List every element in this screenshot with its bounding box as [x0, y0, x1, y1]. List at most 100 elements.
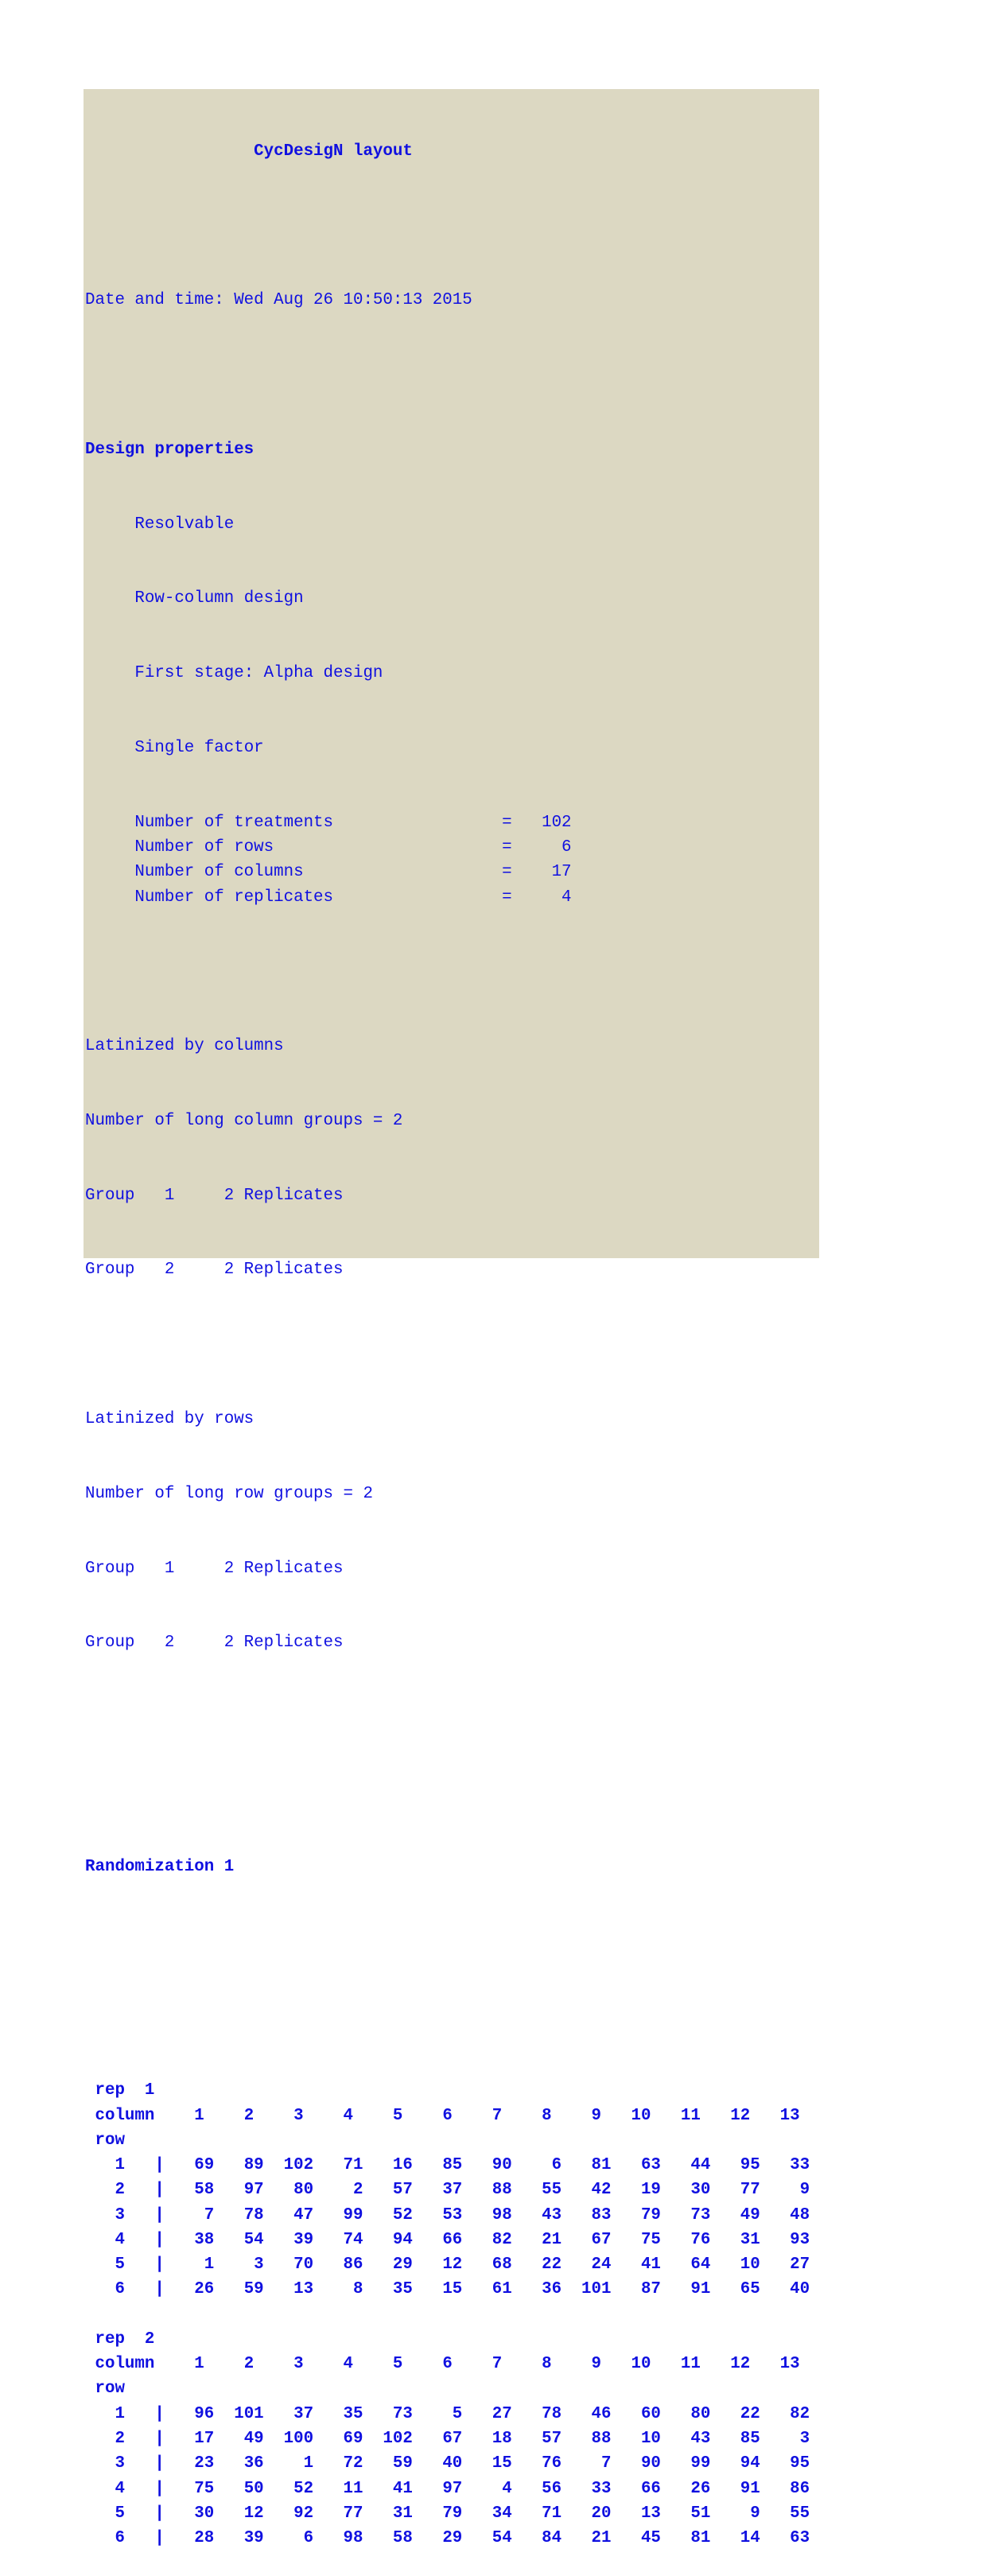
cell-value: 10	[611, 2429, 661, 2448]
equals-sign: =	[502, 813, 512, 832]
cell-value: 77	[710, 2181, 760, 2200]
cell-value: 14	[710, 2529, 760, 2548]
cell-value: 75	[611, 2230, 661, 2249]
row-number: 3	[85, 2454, 125, 2473]
cell-value: 16	[363, 2156, 413, 2175]
cell-value: 45	[611, 2529, 661, 2548]
table-row: 1 | 96 101 37 35 73 5 27 78 46 60 80 22 …	[85, 2402, 810, 2426]
cell-value: 39	[263, 2230, 314, 2249]
cell-value: 41	[611, 2255, 661, 2275]
column-number: 2	[214, 2355, 264, 2374]
count-label: Number of columns	[85, 863, 503, 882]
cell-value: 48	[760, 2205, 810, 2224]
cell-value: 23	[164, 2454, 215, 2473]
cell-value: 3	[760, 2429, 810, 2448]
cell-value: 56	[511, 2479, 562, 2498]
row-number: 2	[85, 2181, 125, 2200]
cell-value: 94	[710, 2454, 760, 2473]
table-row: 6 | 26 59 13 8 35 15 61 36 101 87 91 65 …	[85, 2277, 810, 2302]
cell-value: 102	[263, 2156, 314, 2175]
cell-value: 15	[462, 2454, 512, 2473]
column-number: 11	[660, 2106, 711, 2125]
cell-value: 72	[313, 2454, 363, 2473]
cell-value: 64	[660, 2255, 711, 2275]
cell-value: 12	[412, 2255, 463, 2275]
cell-value: 6	[263, 2529, 314, 2548]
cell-value: 95	[710, 2156, 760, 2175]
cell-value: 35	[363, 2280, 413, 2299]
cell-value: 61	[462, 2280, 512, 2299]
table-row: 1 | 69 89 102 71 16 85 90 6 81 63 44 95 …	[85, 2153, 810, 2178]
column-label: column	[85, 2355, 165, 2374]
cell-value: 98	[313, 2529, 363, 2548]
cell-value: 44	[660, 2156, 711, 2175]
column-number: 5	[363, 2355, 413, 2374]
cell-value: 78	[511, 2404, 562, 2423]
column-number: 5	[363, 2106, 413, 2125]
property-item: Row-column design	[134, 589, 304, 608]
cell-value: 43	[511, 2205, 562, 2224]
cell-value: 2	[313, 2181, 363, 2200]
cell-value: 83	[562, 2205, 612, 2224]
count-label: Number of replicates	[85, 888, 503, 907]
column-number: 4	[313, 2106, 363, 2125]
cell-value: 36	[511, 2280, 562, 2299]
column-number: 4	[313, 2355, 363, 2374]
count-label: Number of treatments	[85, 813, 503, 832]
cell-value: 71	[511, 2504, 562, 2523]
column-number: 13	[760, 2106, 810, 2125]
latinized-columns-heading: Latinized by columns	[85, 1037, 284, 1056]
column-number: 13	[760, 2355, 810, 2374]
cell-value: 76	[511, 2454, 562, 2473]
cell-value: 33	[562, 2479, 612, 2498]
row-separator: |	[124, 2529, 165, 2548]
cell-value: 82	[462, 2230, 512, 2249]
column-number: 6	[412, 2106, 463, 2125]
cell-value: 30	[164, 2504, 215, 2523]
cell-value: 78	[214, 2205, 264, 2224]
cell-value: 67	[562, 2230, 612, 2249]
cell-value: 52	[363, 2205, 413, 2224]
cell-value: 86	[760, 2479, 810, 2498]
column-group: Group 2 2 Replicates	[85, 1261, 344, 1280]
equals-sign: =	[502, 863, 512, 882]
rep-table: rep 2 column 1 2 3 4 5 6 7 8 9 10 11 12 …	[85, 2327, 810, 2551]
cell-value: 84	[511, 2529, 562, 2548]
column-number: 10	[611, 2355, 661, 2374]
cell-value: 101	[562, 2280, 612, 2299]
table-row: 5 | 1 3 70 86 29 12 68 22 24 41 64 10 27	[85, 2252, 810, 2277]
count-label: Number of rows	[85, 837, 503, 857]
cell-value: 88	[462, 2181, 512, 2200]
table-row: 3 | 7 78 47 99 52 53 98 43 83 79 73 49 4…	[85, 2203, 810, 2228]
column-number: 1	[164, 2355, 215, 2374]
cell-value: 9	[710, 2504, 760, 2523]
cell-value: 49	[214, 2429, 264, 2448]
cell-value: 54	[462, 2529, 512, 2548]
cell-value: 73	[660, 2205, 711, 2224]
count-line: Number of columns = 17	[85, 860, 810, 884]
cell-value: 59	[214, 2280, 264, 2299]
row-label: row	[85, 2131, 125, 2150]
page-title: CycDesigN layout	[254, 142, 413, 161]
cell-value: 26	[164, 2280, 215, 2299]
cell-value: 47	[263, 2205, 314, 2224]
cell-value: 10	[710, 2255, 760, 2275]
row-number: 4	[85, 2230, 125, 2249]
cell-value: 58	[164, 2181, 215, 2200]
cell-value: 24	[562, 2255, 612, 2275]
cell-value: 59	[363, 2454, 413, 2473]
row-number: 4	[85, 2479, 125, 2498]
cell-value: 40	[412, 2454, 463, 2473]
equals-sign: =	[502, 837, 512, 857]
cell-value: 63	[611, 2156, 661, 2175]
row-separator: |	[124, 2230, 165, 2249]
cell-value: 9	[760, 2181, 810, 2200]
row-number: 6	[85, 2529, 125, 2548]
cell-value: 18	[462, 2429, 512, 2448]
table-row: 5 | 30 12 92 77 31 79 34 71 20 13 51 9 5…	[85, 2501, 810, 2526]
column-header-line: column 1 2 3 4 5 6 7 8 9 10 11 12 13	[85, 2104, 810, 2128]
cell-value: 89	[214, 2156, 264, 2175]
rep-label: rep 1	[85, 2081, 155, 2100]
cell-value: 86	[313, 2255, 363, 2275]
cell-value: 68	[462, 2255, 512, 2275]
